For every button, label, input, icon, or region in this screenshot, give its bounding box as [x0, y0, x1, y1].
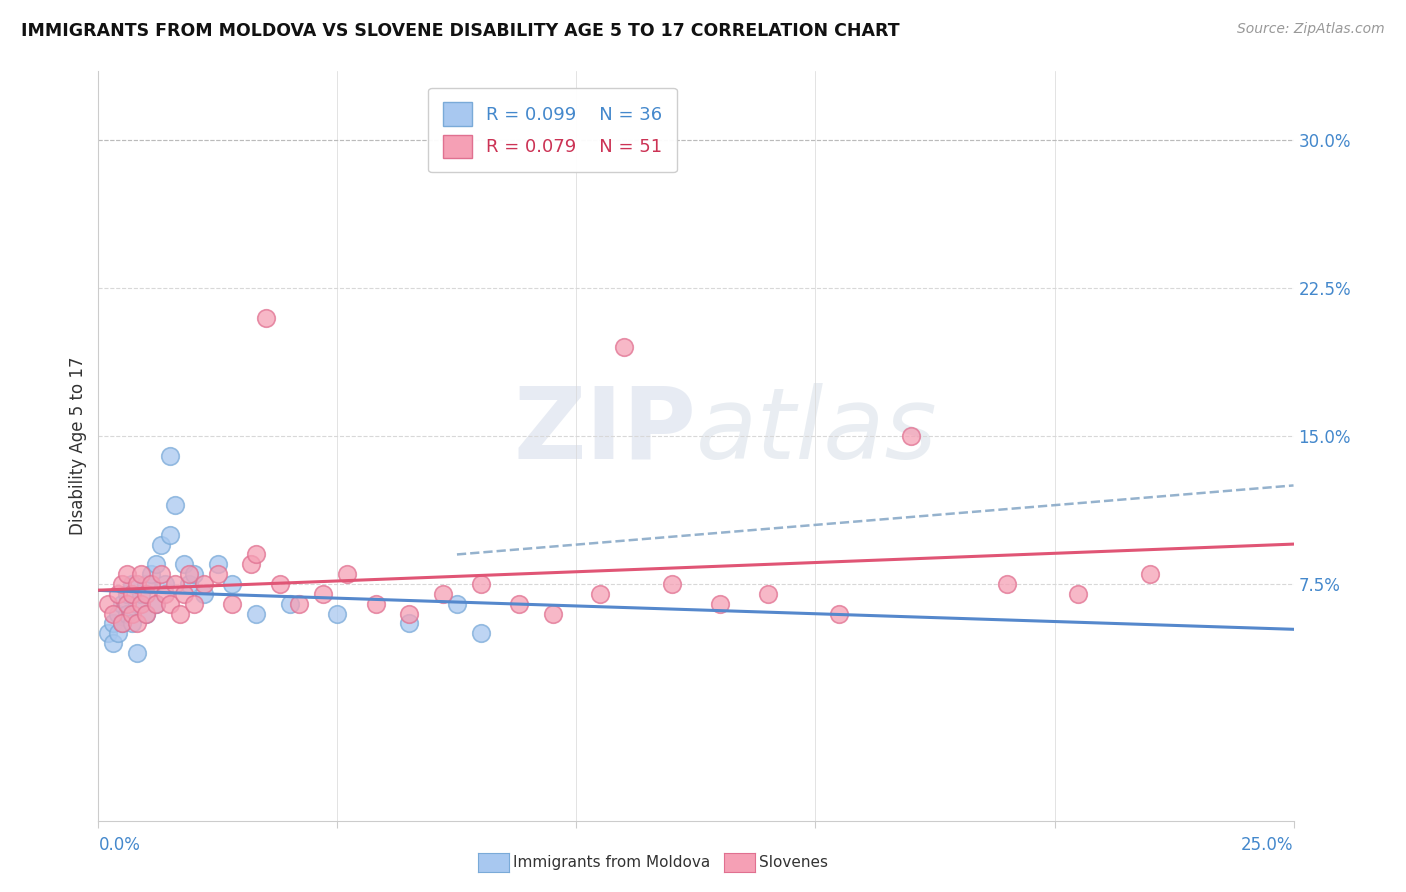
- Point: [155, 587, 177, 601]
- Point: [709, 597, 731, 611]
- Point: [135, 577, 157, 591]
- Point: [139, 577, 162, 591]
- Point: [661, 577, 683, 591]
- Point: [131, 567, 153, 582]
- Point: [101, 636, 124, 650]
- Legend: R = 0.099    N = 36, R = 0.079    N = 51: R = 0.099 N = 36, R = 0.079 N = 51: [429, 88, 676, 172]
- Point: [101, 607, 124, 621]
- Point: [169, 607, 191, 621]
- Text: 0.0%: 0.0%: [98, 837, 141, 855]
- Text: Immigrants from Moldova: Immigrants from Moldova: [513, 855, 710, 870]
- Point: [121, 616, 143, 631]
- Point: [508, 597, 530, 611]
- Point: [155, 577, 177, 591]
- Point: [131, 597, 153, 611]
- Point: [115, 597, 138, 611]
- Point: [115, 587, 138, 601]
- Point: [145, 597, 167, 611]
- Point: [173, 558, 195, 572]
- Point: [193, 577, 215, 591]
- Point: [111, 597, 134, 611]
- Point: [135, 587, 157, 601]
- Point: [900, 429, 922, 443]
- Point: [312, 587, 335, 601]
- Point: [240, 558, 263, 572]
- Point: [149, 538, 172, 552]
- Point: [179, 577, 201, 591]
- Point: [149, 567, 172, 582]
- Point: [97, 597, 120, 611]
- Point: [159, 527, 181, 541]
- Point: [432, 587, 454, 601]
- Point: [193, 587, 215, 601]
- Point: [121, 607, 143, 621]
- Point: [145, 597, 167, 611]
- Point: [207, 567, 229, 582]
- Point: [125, 616, 148, 631]
- Point: [179, 567, 201, 582]
- Point: [183, 597, 205, 611]
- Point: [111, 616, 134, 631]
- Text: Source: ZipAtlas.com: Source: ZipAtlas.com: [1237, 22, 1385, 37]
- Point: [159, 597, 181, 611]
- Text: ZIP: ZIP: [513, 383, 696, 480]
- Point: [470, 577, 492, 591]
- Point: [1067, 587, 1090, 601]
- Point: [613, 340, 636, 354]
- Point: [115, 607, 138, 621]
- Point: [163, 577, 186, 591]
- Point: [97, 626, 120, 640]
- Point: [398, 607, 420, 621]
- Text: IMMIGRANTS FROM MOLDOVA VS SLOVENE DISABILITY AGE 5 TO 17 CORRELATION CHART: IMMIGRANTS FROM MOLDOVA VS SLOVENE DISAB…: [21, 22, 900, 40]
- Point: [125, 646, 148, 660]
- Point: [159, 449, 181, 463]
- Point: [1139, 567, 1161, 582]
- Point: [207, 558, 229, 572]
- Point: [121, 577, 143, 591]
- Point: [756, 587, 779, 601]
- Point: [115, 567, 138, 582]
- Point: [125, 597, 148, 611]
- Point: [111, 616, 134, 631]
- Point: [269, 577, 291, 591]
- Point: [541, 607, 564, 621]
- Point: [995, 577, 1018, 591]
- Text: 25.0%: 25.0%: [1241, 837, 1294, 855]
- Point: [221, 597, 243, 611]
- Point: [139, 567, 162, 582]
- Point: [470, 626, 492, 640]
- Point: [398, 616, 420, 631]
- Point: [173, 587, 195, 601]
- Point: [828, 607, 851, 621]
- Point: [245, 607, 267, 621]
- Point: [326, 607, 349, 621]
- Point: [111, 577, 134, 591]
- Point: [245, 548, 267, 562]
- Point: [107, 626, 129, 640]
- Text: atlas: atlas: [696, 383, 938, 480]
- Point: [145, 558, 167, 572]
- Point: [364, 597, 387, 611]
- Point: [135, 607, 157, 621]
- Point: [107, 607, 129, 621]
- Point: [121, 587, 143, 601]
- Point: [183, 567, 205, 582]
- Point: [254, 310, 277, 325]
- Text: Slovenes: Slovenes: [759, 855, 828, 870]
- Point: [163, 498, 186, 512]
- Point: [288, 597, 311, 611]
- Point: [125, 577, 148, 591]
- Point: [101, 616, 124, 631]
- Point: [278, 597, 301, 611]
- Point: [589, 587, 612, 601]
- Point: [131, 587, 153, 601]
- Point: [446, 597, 468, 611]
- Y-axis label: Disability Age 5 to 17: Disability Age 5 to 17: [69, 357, 87, 535]
- Point: [107, 587, 129, 601]
- Point: [135, 607, 157, 621]
- Point: [221, 577, 243, 591]
- Point: [336, 567, 359, 582]
